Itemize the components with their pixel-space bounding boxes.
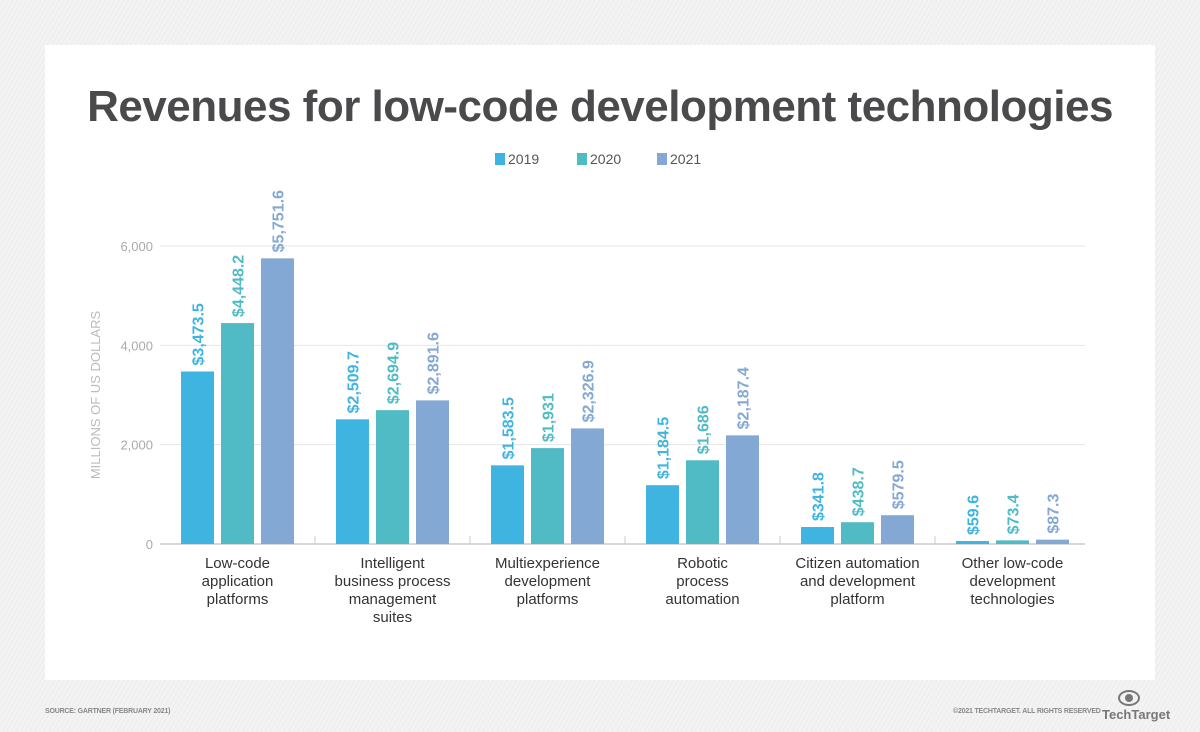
data-label: $579.5 xyxy=(891,460,908,509)
bar-2020 xyxy=(686,460,719,544)
data-label: $2,326.9 xyxy=(581,360,598,422)
bar-2019 xyxy=(336,419,369,544)
x-tick-label: development xyxy=(505,573,592,590)
bar-2019 xyxy=(801,527,834,544)
chart-title: Revenues for low-code development techno… xyxy=(87,82,1113,131)
y-tick-label: 4,000 xyxy=(120,338,153,353)
bar-2021 xyxy=(726,435,759,544)
x-tick-label: management xyxy=(349,591,437,608)
legend-swatch xyxy=(495,153,505,165)
data-label: $3,473.5 xyxy=(191,303,208,365)
x-tick-label: platform xyxy=(830,591,884,608)
x-tick-label: suites xyxy=(373,609,412,626)
bar-2020 xyxy=(376,410,409,544)
x-tick-label: automation xyxy=(665,591,739,608)
y-tick-label: 2,000 xyxy=(120,438,153,453)
data-label: $1,583.5 xyxy=(501,397,518,459)
y-tick-label: 6,000 xyxy=(120,239,153,254)
x-tick-label: process xyxy=(676,573,729,590)
legend-label: 2020 xyxy=(590,151,621,167)
x-tick-label: application xyxy=(202,573,274,590)
bar-2020 xyxy=(531,448,564,544)
bar-2021 xyxy=(881,515,914,544)
copyright-note: ©2021 TECHTARGET. ALL RIGHTS RESERVED xyxy=(953,708,1101,715)
bar-2021 xyxy=(571,428,604,544)
bar-2020 xyxy=(841,522,874,544)
data-label: $2,891.6 xyxy=(426,332,443,394)
data-label: $2,509.7 xyxy=(346,351,363,413)
x-tick-label: Robotic xyxy=(677,555,728,572)
bar-2021 xyxy=(261,258,294,544)
source-note: SOURCE: GARTNER (FEBRUARY 2021) xyxy=(45,708,171,715)
legend-label: 2021 xyxy=(670,151,701,167)
techtarget-logo: TechTarget xyxy=(1102,690,1170,722)
x-tick-label: Multiexperience xyxy=(495,555,600,572)
data-label: $438.7 xyxy=(851,467,868,516)
x-tick-label: Citizen automation xyxy=(795,555,919,572)
x-tick-label: development xyxy=(970,573,1057,590)
data-label: $2,187.4 xyxy=(736,367,753,429)
bar-2021 xyxy=(1036,539,1069,544)
x-tick-label: and development xyxy=(800,573,916,590)
legend-label: 2019 xyxy=(508,151,539,167)
legend-swatch xyxy=(657,153,667,165)
data-label: $87.3 xyxy=(1046,494,1063,534)
bar-2019 xyxy=(491,465,524,544)
data-label: $341.8 xyxy=(811,472,828,521)
bar-2019 xyxy=(956,541,989,544)
data-label: $1,184.5 xyxy=(656,417,673,479)
x-tick-label: platforms xyxy=(517,591,579,608)
data-label: $1,931 xyxy=(541,393,558,442)
data-label: $73.4 xyxy=(1006,494,1023,534)
eye-icon xyxy=(1118,690,1140,706)
bar-2020 xyxy=(221,323,254,544)
bar-2021 xyxy=(416,400,449,544)
bar-2020 xyxy=(996,540,1029,544)
y-tick-label: 0 xyxy=(146,537,153,552)
bar-2019 xyxy=(646,485,679,544)
data-label: $1,686 xyxy=(696,405,713,454)
y-axis-label: MILLIONS OF US DOLLARS xyxy=(88,311,103,480)
data-label: $2,694.9 xyxy=(386,342,403,404)
x-tick-label: technologies xyxy=(970,591,1054,608)
data-label: $5,751.6 xyxy=(271,190,288,252)
x-tick-label: Low-code xyxy=(205,555,270,572)
x-tick-label: platforms xyxy=(207,591,269,608)
data-label: $59.6 xyxy=(966,495,983,535)
x-tick-label: Intelligent xyxy=(360,555,425,572)
legend-swatch xyxy=(577,153,587,165)
bar-2019 xyxy=(181,371,214,544)
x-tick-label: business process xyxy=(335,573,451,590)
data-label: $4,448.2 xyxy=(231,255,248,317)
x-tick-label: Other low-code xyxy=(962,555,1064,572)
